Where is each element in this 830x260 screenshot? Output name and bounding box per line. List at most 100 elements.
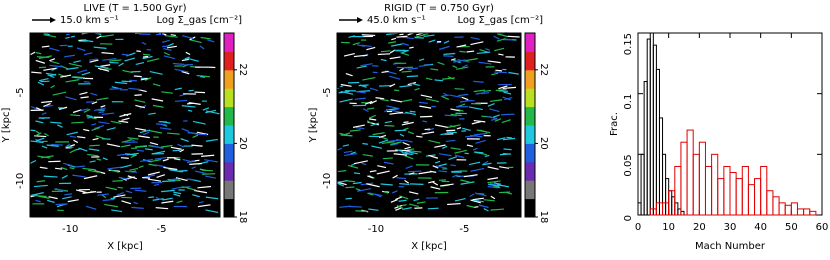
map-texture [143, 54, 150, 55]
x-tick-label: 10 [662, 222, 675, 233]
map-texture [354, 173, 360, 174]
histogram-bar [748, 185, 754, 215]
map-texture [355, 211, 367, 212]
colorbar-band [224, 107, 234, 126]
histogram-bar [797, 209, 803, 215]
colorbar-tick-label: 22 [538, 63, 549, 76]
colorbar-tick-label: 20 [538, 137, 549, 150]
map-texture [501, 114, 514, 115]
map-texture [495, 70, 502, 71]
map-texture [395, 130, 407, 131]
map-texture [46, 106, 53, 107]
map-texture [71, 122, 84, 123]
x-tick-label: 20 [693, 222, 706, 233]
map-texture [195, 92, 206, 93]
y-axis-label: Y [kpc] [308, 108, 319, 144]
map-texture [55, 168, 62, 169]
map-texture [383, 158, 393, 159]
histogram-bar [773, 197, 779, 215]
map-texture [346, 198, 352, 199]
histogram-bar [785, 205, 791, 215]
histogram-bar [705, 166, 711, 215]
map-texture [450, 165, 455, 166]
x-tick-label: 50 [785, 222, 798, 233]
histogram-bar [755, 179, 761, 215]
histogram-bar [712, 154, 718, 215]
map-texture [507, 137, 512, 138]
histogram-bar [736, 179, 742, 215]
map-texture [349, 207, 362, 208]
map-texture [202, 170, 213, 171]
y-tick-label: 0 [623, 215, 634, 221]
colorbar-band [224, 88, 234, 107]
map-texture [455, 89, 465, 90]
map-texture [122, 81, 132, 82]
y-axis-label: Y [kpc] [1, 108, 12, 144]
colorbar-band [525, 70, 535, 89]
y-tick-label: -10 [15, 173, 26, 189]
colorbar-band [224, 199, 234, 218]
histogram-bar [730, 173, 736, 215]
map-texture [89, 145, 99, 146]
colorbar-band [525, 88, 535, 107]
colorbar-band [224, 143, 234, 162]
colorbar-band [525, 125, 535, 144]
x-tick-label: -5 [157, 224, 167, 235]
x-tick-label: 0 [635, 222, 641, 233]
x-tick-label: 60 [816, 222, 829, 233]
y-tick-label: 0.05 [623, 154, 634, 176]
map-texture [70, 136, 76, 137]
histogram-bar [687, 130, 693, 215]
velocity-scale-label: 15.0 km s⁻¹ [60, 15, 119, 26]
map-texture [202, 174, 215, 175]
colorbar-band [525, 199, 535, 218]
map-texture [508, 36, 520, 37]
map-texture [134, 95, 141, 96]
histogram-bar [681, 142, 687, 215]
velocity-scale-arrowhead [50, 17, 56, 23]
histogram-bar [693, 154, 699, 215]
x-axis-label: X [kpc] [411, 241, 447, 252]
histogram-bar [767, 191, 773, 215]
map-texture [416, 136, 422, 137]
velocity-scale-arrowhead [357, 17, 363, 23]
y-tick-label: -10 [322, 173, 333, 189]
map-texture [121, 158, 129, 159]
map-texture [136, 51, 140, 52]
colorbar-tick-label: 20 [237, 137, 248, 150]
colorbar-band [525, 33, 535, 52]
y-tick-label: 0.15 [623, 33, 634, 55]
colorbar-band [525, 143, 535, 162]
y-tick-label: 0.1 [623, 94, 634, 110]
map-texture [84, 82, 90, 83]
colorbar-band [525, 162, 535, 181]
map-texture [410, 111, 416, 112]
map-texture [402, 205, 407, 206]
map-texture [51, 145, 63, 146]
y-axis-label: Frac. [609, 112, 620, 136]
velocity-scale-label: 45.0 km s⁻¹ [367, 15, 426, 26]
map-texture [407, 38, 414, 39]
histogram-bar [804, 209, 810, 215]
map-texture [362, 143, 368, 144]
map-texture [345, 187, 354, 188]
y-tick-label: -5 [322, 88, 333, 98]
map-texture [99, 112, 104, 113]
map-texture [188, 110, 192, 111]
colorbar-band [224, 162, 234, 181]
x-tick-label: 30 [724, 222, 737, 233]
colorbar-tick-label: 18 [538, 211, 549, 224]
map-texture [410, 184, 423, 185]
map-texture [118, 187, 123, 188]
panel-title: LIVE (T = 1.500 Gyr) [83, 3, 186, 14]
colorbar-band [525, 51, 535, 70]
map-texture [56, 204, 68, 205]
map-texture [474, 152, 483, 153]
colorbar-tick-label: 18 [237, 211, 248, 224]
map-texture [112, 181, 122, 182]
map-texture [378, 54, 390, 55]
colorbar-band [525, 180, 535, 199]
map-texture [110, 89, 122, 90]
histogram-bar [761, 166, 767, 215]
